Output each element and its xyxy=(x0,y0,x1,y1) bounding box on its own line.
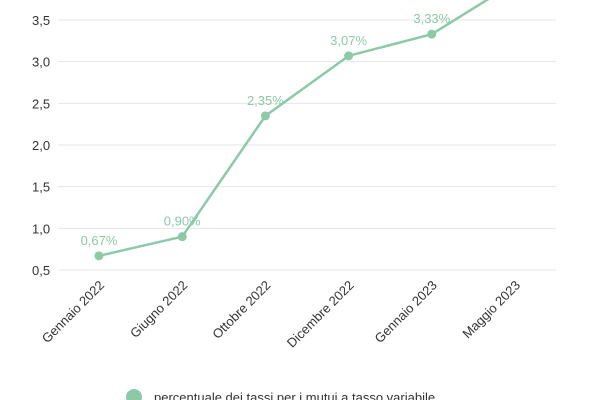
data-label: 2,35% xyxy=(247,93,284,108)
y-tick-label: 1,5 xyxy=(32,180,50,195)
data-label: 0,90% xyxy=(164,214,201,229)
y-tick-label: 1,0 xyxy=(32,221,50,236)
data-label: 0,67% xyxy=(81,233,118,248)
y-tick-label: 2,5 xyxy=(32,96,50,111)
series-line xyxy=(97,0,490,258)
y-tick-label: 3,5 xyxy=(32,13,50,28)
data-point xyxy=(260,111,270,121)
x-axis: Gennaio 2022 Giugno 2022 Ottobre 2022 Dicem… xyxy=(39,278,523,351)
data-point xyxy=(177,232,187,242)
y-tick-label: 2,0 xyxy=(32,138,50,153)
x-category-label: Giugno 2022 xyxy=(127,278,190,341)
legend-label: percentuale dei tassi per i mutui a tass… xyxy=(154,390,435,400)
legend: percentuale dei tassi per i mutui a tass… xyxy=(126,389,435,400)
gridlines xyxy=(58,19,556,271)
y-tick-label: 3,0 xyxy=(32,55,50,70)
data-label: 3,07% xyxy=(330,33,367,48)
data-label: 3,33% xyxy=(413,11,450,26)
data-point xyxy=(94,251,104,261)
x-category-label: Gennaio 2023 xyxy=(372,278,440,346)
legend-marker xyxy=(126,389,142,400)
data-point xyxy=(344,51,354,61)
x-category-label: Dicembre 2022 xyxy=(284,278,357,351)
x-category-label: Maggio 2023 xyxy=(459,278,523,342)
y-tick-label: 0,5 xyxy=(32,263,50,278)
series-group: 0,67% 0,90% 2,35% 3,07% 3,33% xyxy=(81,0,490,261)
x-category-label: Gennaio 2022 xyxy=(39,278,107,346)
data-point xyxy=(427,29,437,39)
y-axis: 0,5 1,0 1,5 2,0 2,5 3,0 3,5 xyxy=(32,13,50,278)
x-category-label: Ottobre 2022 xyxy=(209,278,273,342)
